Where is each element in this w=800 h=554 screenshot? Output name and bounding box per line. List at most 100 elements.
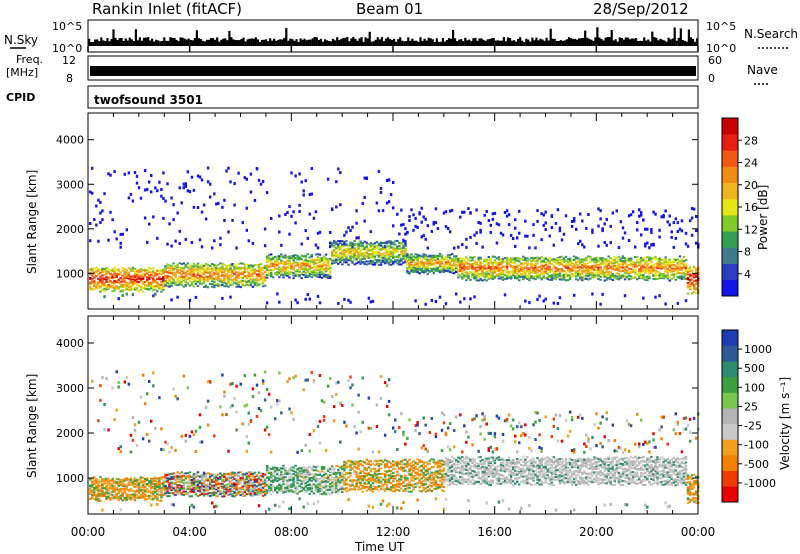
scatter-cell xyxy=(597,273,600,276)
scatter-cell xyxy=(690,207,694,210)
scatter-cell xyxy=(402,249,405,252)
scatter-cell xyxy=(640,259,643,262)
scatter-cell xyxy=(420,261,423,264)
scatter-cell xyxy=(312,262,316,265)
scatter-cell xyxy=(461,276,464,279)
scatter-cell xyxy=(245,267,249,269)
scatter-cell xyxy=(294,264,297,267)
scatter-cell xyxy=(160,269,163,272)
scatter-cell xyxy=(280,262,283,265)
scatter-cell xyxy=(398,241,401,244)
scatter-cell xyxy=(577,266,580,269)
scatter-cell xyxy=(607,259,610,262)
scatter-cell xyxy=(379,263,383,266)
scatter-cell xyxy=(93,491,96,494)
scatter-cell xyxy=(406,231,409,235)
scatter-cell xyxy=(188,298,192,302)
scatter-cell xyxy=(125,276,129,278)
scatter-cell xyxy=(369,253,373,256)
scatter-cell xyxy=(621,236,625,240)
scatter-cell xyxy=(377,247,381,250)
scatter-cell xyxy=(170,269,173,272)
scatter-cell xyxy=(601,261,604,264)
nsky-bar xyxy=(228,30,231,46)
scatter-cell xyxy=(105,280,108,283)
scatter-cell xyxy=(650,258,653,261)
scatter-cell xyxy=(97,489,100,492)
scatter-cell xyxy=(274,267,277,270)
scatter-cell xyxy=(345,250,348,253)
scatter-cell xyxy=(146,272,149,275)
scatter-cell xyxy=(623,261,627,264)
scatter-cell xyxy=(629,264,633,267)
scatter-cell xyxy=(280,253,283,256)
scatter-cell xyxy=(396,239,399,242)
scatter-cell xyxy=(520,270,523,273)
scatter-cell xyxy=(678,265,682,268)
scatter-cell xyxy=(247,276,251,279)
nsky-bar xyxy=(309,39,312,46)
scatter-cell xyxy=(634,272,637,275)
scatter-cell xyxy=(168,477,171,480)
scatter-cell xyxy=(308,262,312,265)
scatter-cell xyxy=(89,288,92,291)
scatter-cell xyxy=(162,287,165,290)
nsky-bar xyxy=(510,40,514,46)
scatter-cell xyxy=(629,213,633,217)
scatter-cell xyxy=(146,240,149,244)
scatter-cell xyxy=(566,265,570,268)
scatter-cell xyxy=(182,262,186,265)
scatter-cell xyxy=(343,242,346,246)
scatter-cell xyxy=(422,253,425,256)
scatter-cell xyxy=(611,211,615,215)
scatter-cell xyxy=(548,234,551,238)
scatter-cell xyxy=(385,251,389,253)
scatter-cell xyxy=(99,278,102,281)
scatter-cell xyxy=(300,273,303,276)
scatter-cell xyxy=(341,240,344,243)
nsky-bar xyxy=(106,38,109,46)
scatter-cell xyxy=(652,277,655,280)
scatter-cell xyxy=(389,259,393,262)
scatter-cell xyxy=(501,258,505,260)
scatter-cell xyxy=(424,270,427,273)
scatter-cell xyxy=(664,258,667,261)
scatter-cell xyxy=(652,269,655,272)
scatter-cell xyxy=(400,257,403,260)
scatter-cell xyxy=(406,261,409,264)
scatter-cell xyxy=(206,276,210,279)
scatter-cell xyxy=(678,275,682,278)
scatter-cell xyxy=(426,262,430,265)
scatter-cell xyxy=(408,272,411,275)
scatter-cell xyxy=(190,175,194,179)
scatter-cell xyxy=(162,272,165,275)
scatter-cell xyxy=(148,180,151,184)
nsky-bar xyxy=(531,37,534,46)
scatter-cell xyxy=(219,236,222,240)
scatter-cell xyxy=(682,276,686,278)
scatter-cell xyxy=(141,281,145,284)
scatter-cell xyxy=(335,205,338,209)
scatter-cell xyxy=(615,261,619,264)
scatter-cell xyxy=(355,221,358,225)
nsky-bar xyxy=(376,37,379,46)
scatter-cell xyxy=(558,272,562,275)
scatter-cell xyxy=(573,255,576,258)
scatter-cell xyxy=(211,275,214,278)
scatter-cell xyxy=(168,482,171,485)
scatter-cell xyxy=(455,257,458,260)
scatter-cell xyxy=(196,265,200,268)
scatter-cell xyxy=(257,278,261,281)
scatter-cell xyxy=(611,276,615,278)
scatter-cell xyxy=(243,275,247,277)
nsky-bar xyxy=(657,40,660,46)
scatter-cell xyxy=(367,243,371,245)
scatter-cell xyxy=(599,266,602,269)
scatter-cell xyxy=(324,276,328,279)
scatter-cell xyxy=(119,271,122,274)
scatter-cell xyxy=(259,268,263,270)
scatter-cell xyxy=(459,300,462,304)
scatter-cell xyxy=(422,269,425,272)
scatter-cell xyxy=(467,259,470,262)
scatter-cell xyxy=(394,255,397,258)
